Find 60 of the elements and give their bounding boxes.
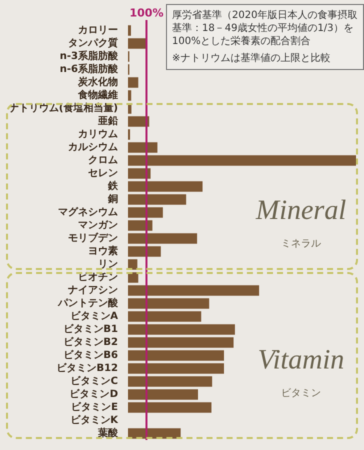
bar xyxy=(128,90,132,101)
bar xyxy=(128,233,198,244)
bar xyxy=(128,220,152,231)
bar xyxy=(128,350,224,361)
bar xyxy=(128,298,210,309)
bar xyxy=(128,38,146,49)
bar xyxy=(128,311,202,322)
y-tick-label: タンパク質 xyxy=(68,37,118,50)
y-tick-label: ヨウ素 xyxy=(88,245,118,258)
y-tick-label: クロム xyxy=(88,155,118,166)
bar xyxy=(128,402,212,413)
chart-title: 厚労省基準（2020年版日本人の食事摂取基準：18－49歳女性の平均値の1/3）を100%とした栄養素の配合割合 xyxy=(172,9,358,48)
annotation: ※ナトリウムは基準値の上限と比較 xyxy=(172,52,332,65)
bar xyxy=(128,181,203,192)
y-tick-label: セレン xyxy=(88,168,118,180)
bar xyxy=(128,259,138,270)
y-tick-label: パントテン酸 xyxy=(57,297,119,310)
y-tick-label: 食物繊維 xyxy=(77,89,118,102)
y-tick-label: カロリー xyxy=(78,25,118,36)
bar xyxy=(128,25,131,36)
text: 100% xyxy=(129,6,164,20)
annotation: ミネラル xyxy=(281,238,321,250)
bar xyxy=(128,363,224,374)
y-tick-label: n-3系脂肪酸 xyxy=(60,50,119,62)
y-tick-label: n-6系脂肪酸 xyxy=(60,63,119,76)
bar xyxy=(128,194,186,205)
annotation: Mineral xyxy=(254,195,346,226)
y-tick-label: ビタミンB1 xyxy=(63,323,118,336)
bar xyxy=(128,77,138,88)
bar xyxy=(128,324,235,335)
y-tick-label: ビタミンC xyxy=(70,375,118,388)
y-tick-label: マンガン xyxy=(78,220,118,232)
y-tick-label: 鉄 xyxy=(107,180,119,192)
y-tick-label: ビタミンK xyxy=(70,414,120,426)
y-tick-label: カリウム xyxy=(78,129,118,140)
bar xyxy=(128,142,158,153)
bar xyxy=(128,389,198,400)
y-tick-label: マグネシウム xyxy=(58,206,118,218)
y-tick-label: ビタミンB2 xyxy=(63,336,118,348)
y-tick-label: 亜鉛 xyxy=(97,115,118,128)
y-tick-label: 炭水化物 xyxy=(77,76,118,88)
bar xyxy=(128,155,356,166)
annotation: Vitamin xyxy=(258,344,344,376)
y-tick-label: ナイアシン xyxy=(68,285,118,296)
y-tick-label: モリブデン xyxy=(68,232,118,244)
bar xyxy=(128,376,212,387)
bar xyxy=(128,337,234,348)
y-tick-label: ビタミンD xyxy=(70,388,118,400)
bar xyxy=(128,246,161,257)
y-tick-label: ビタミンA xyxy=(70,310,118,322)
y-tick-label: リン xyxy=(98,259,118,270)
y-tick-label: ビタミンB12 xyxy=(56,362,118,374)
bar xyxy=(128,207,163,218)
y-tick-label: ビタミンB6 xyxy=(63,349,118,362)
y-tick-label: ビタミンE xyxy=(71,401,118,414)
annotation: ビタミン xyxy=(281,388,321,399)
bar xyxy=(128,285,260,296)
y-tick-label: 銅 xyxy=(107,193,118,206)
y-tick-label: カルシウム xyxy=(68,142,118,154)
y-tick-label: 葉酸 xyxy=(97,427,119,440)
